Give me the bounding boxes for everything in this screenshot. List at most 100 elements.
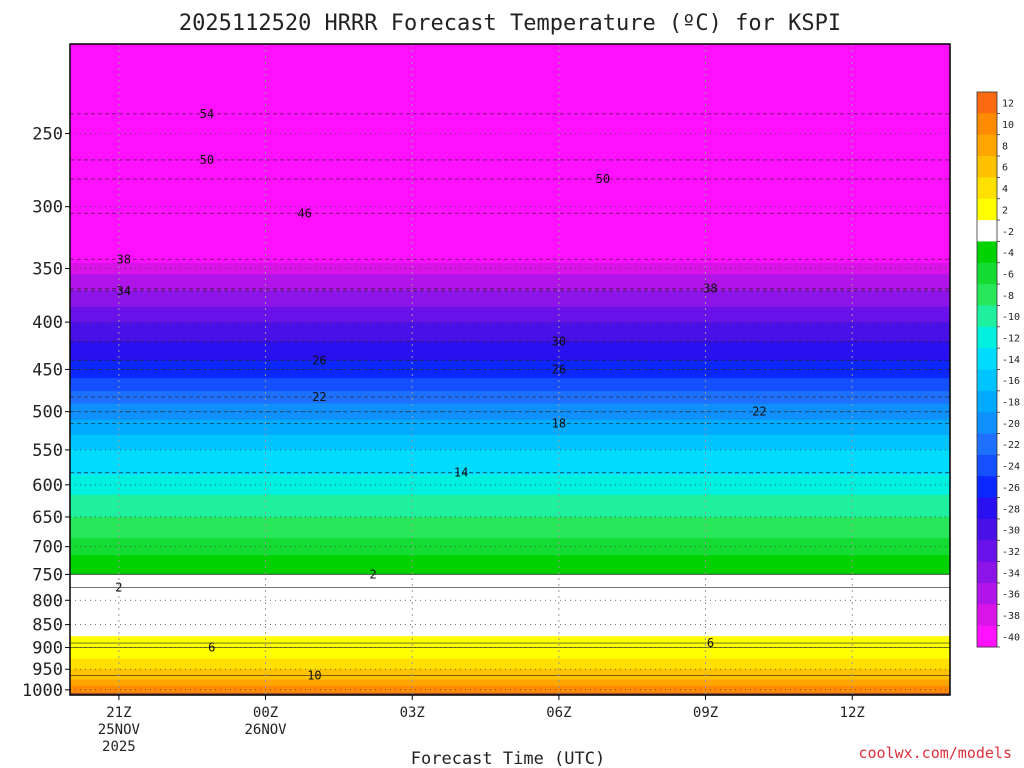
temperature-band: [70, 507, 950, 512]
colorbar-swatch: [977, 134, 997, 157]
temperature-band: [70, 631, 950, 635]
contour-label: 50: [596, 172, 610, 186]
temperature-band: [70, 651, 950, 655]
y-tick-label: 450: [32, 360, 63, 380]
colorbar-swatch: [977, 476, 997, 499]
temperature-band: [70, 543, 950, 548]
temperature-band: [70, 407, 950, 413]
x-tick-label: 21Z: [106, 705, 131, 721]
contour-label: 34: [117, 284, 131, 298]
temperature-band: [70, 510, 950, 515]
temperature-band: [70, 336, 950, 343]
temperature-band: [70, 592, 950, 596]
temperature-band: [70, 516, 950, 521]
temperature-band: [70, 664, 950, 668]
y-tick-label: 600: [32, 476, 63, 496]
temperature-band: [70, 590, 950, 594]
temperature-band: [70, 256, 950, 264]
temperature-band: [70, 399, 950, 405]
temperature-band: [70, 395, 950, 401]
y-tick-label: 700: [32, 538, 63, 558]
colorbar-swatch: [977, 326, 997, 349]
temperature-band: [70, 290, 950, 297]
temperature-band: [70, 403, 950, 409]
colorbar-tick-label: -2: [1002, 227, 1014, 238]
colorbar-tick-label: -20: [1002, 419, 1020, 430]
colorbar-tick-label: -16: [1002, 376, 1020, 387]
colorbar-swatch: [977, 156, 997, 178]
temperature-band: [70, 274, 950, 281]
temperature-band: [70, 317, 950, 323]
temperature-band: [70, 484, 950, 489]
x-tick-label: 26NOV: [244, 722, 287, 738]
y-tick-label: 550: [32, 441, 63, 461]
temperature-band: [70, 640, 950, 644]
temperature-band: [70, 660, 950, 664]
temperature-band: [70, 332, 950, 338]
temperature-band: [70, 560, 950, 565]
y-tick-label: 350: [32, 260, 63, 280]
temperature-band: [70, 460, 950, 465]
temperature-band: [70, 610, 950, 614]
contour-label: 38: [703, 282, 717, 296]
contour-label: 38: [117, 252, 131, 266]
temperature-band: [70, 566, 950, 570]
temperature-band: [70, 457, 950, 462]
temperature-band: [70, 341, 950, 348]
x-tick-label: 25NOV: [98, 722, 141, 738]
temperature-band: [70, 622, 950, 626]
colorbar-tick-label: 8: [1002, 141, 1008, 152]
temperature-band: [70, 568, 950, 573]
temperature-field: [70, 44, 950, 695]
temperature-band: [70, 226, 950, 234]
temperature-band: [70, 582, 950, 586]
colorbar-tick-label: -4: [1002, 248, 1014, 259]
temperature-band: [70, 555, 950, 559]
contour-label: 30: [552, 335, 566, 349]
contour-label: 22: [752, 405, 766, 419]
temperature-band: [70, 360, 950, 366]
colorbar-swatch: [977, 369, 997, 392]
colorbar-swatch: [977, 390, 997, 413]
temperature-band: [70, 520, 950, 524]
contour-label: 50: [200, 153, 214, 167]
temperature-band: [70, 285, 950, 292]
temperature-band: [70, 327, 950, 333]
temperature-band: [70, 579, 950, 583]
temperature-band: [70, 662, 950, 666]
colorbar-tick-label: -22: [1002, 440, 1020, 451]
temperature-band: [70, 446, 950, 451]
colorbar: 12 10 8 6 4 2 -2 -4 -6 -8 -10 -12 -14 -16 -18 -20 -22 -24…: [976, 91, 1020, 648]
temperature-band: [70, 82, 950, 92]
temperature-band: [70, 44, 950, 55]
temperature-band: [70, 449, 950, 455]
colorbar-swatch: [977, 198, 997, 221]
colorbar-swatch: [977, 348, 997, 370]
temperature-band: [70, 411, 950, 417]
contour-label: 26: [312, 353, 326, 367]
temperature-band: [70, 669, 950, 672]
colorbar-swatch: [977, 305, 997, 328]
temperature-band: [70, 438, 950, 444]
temperature-band: [70, 629, 950, 633]
temperature-band: [70, 636, 950, 640]
colorbar-tick-label: -12: [1002, 333, 1020, 344]
temperature-band: [70, 638, 950, 642]
contour-label: 26: [552, 362, 566, 376]
temperature-band: [70, 488, 950, 493]
temperature-band: [70, 373, 950, 379]
temperature-band: [70, 453, 950, 458]
temperature-band: [70, 571, 950, 575]
temperature-band: [70, 557, 950, 562]
temperature-band: [70, 679, 950, 683]
temperature-band: [70, 685, 950, 689]
temperature-band: [70, 600, 950, 604]
temperature-band: [70, 423, 950, 429]
chart-title: 2025112520 HRRR Forecast Temperature (ºC…: [179, 11, 841, 36]
temperature-band: [70, 584, 950, 589]
colorbar-tick-label: -40: [1002, 632, 1020, 643]
temperature-band: [70, 673, 950, 677]
colorbar-swatch: [977, 262, 997, 285]
